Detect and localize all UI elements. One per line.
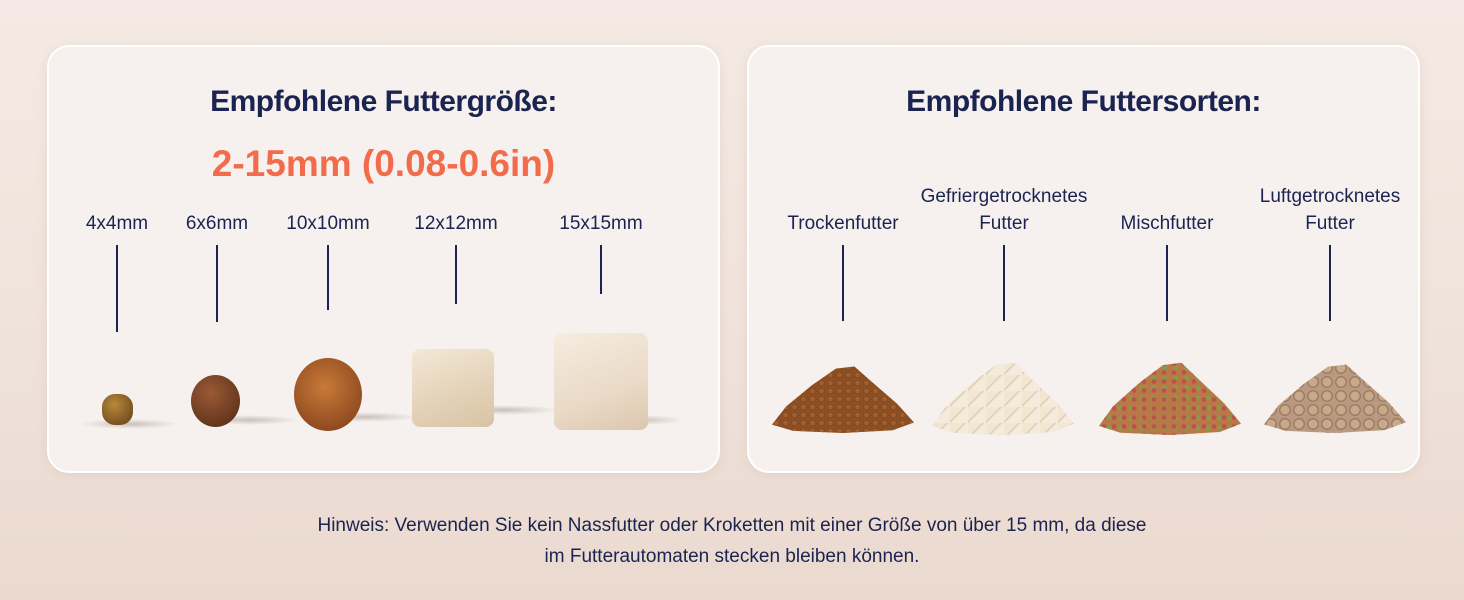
pointer-line	[116, 245, 118, 332]
note-line-1: Hinweis: Verwenden Sie kein Nassfutter o…	[317, 515, 1147, 536]
pointer-line	[327, 245, 329, 310]
type-label-dry: Trockenfutter	[787, 213, 899, 234]
size-label-6mm: 6x6mm	[185, 213, 249, 234]
food-size-range: 2-15mm (0.08-0.6in)	[211, 143, 556, 184]
pointer-line	[842, 245, 844, 321]
type-label-air-dried: Luftgetrocknetes	[1259, 186, 1401, 207]
size-label-15mm: 15x15mm	[559, 213, 643, 234]
cube-15mm-image	[554, 333, 648, 430]
size-label-10mm: 10x10mm	[286, 213, 370, 234]
size-label-12mm: 12x12mm	[414, 213, 498, 234]
cube-12mm-image	[412, 349, 494, 427]
note-line-2: im Futterautomaten stecken bleiben könne…	[544, 546, 920, 567]
food-size-title: Empfohlene Futtergröße:	[210, 85, 557, 118]
kibble-10mm-image	[294, 358, 362, 431]
pointer-line	[1003, 245, 1005, 321]
freeze-dried-food-image	[932, 362, 1074, 435]
food-types-card: Empfohlene Futtersorten: Trockenfutter G…	[747, 45, 1420, 473]
food-size-card: Empfohlene Futtergröße: 2-15mm (0.08-0.6…	[47, 45, 720, 473]
kibble-6mm-image	[191, 375, 240, 427]
size-label-4mm: 4x4mm	[85, 213, 149, 234]
mixed-food-image	[1099, 362, 1241, 435]
pointer-line	[216, 245, 218, 322]
type-label-mixed: Mischfutter	[1120, 213, 1214, 234]
pointer-line	[1329, 245, 1331, 321]
dry-food-image	[772, 366, 914, 433]
air-dried-food-image	[1264, 364, 1406, 433]
food-types-title: Empfohlene Futtersorten:	[906, 85, 1261, 118]
kibble-4mm-image	[102, 394, 133, 425]
pointer-line	[455, 245, 457, 304]
pointer-line	[1166, 245, 1168, 321]
type-label-freeze-dried: Gefriergetrocknetes	[920, 186, 1088, 207]
pointer-line	[600, 245, 602, 294]
